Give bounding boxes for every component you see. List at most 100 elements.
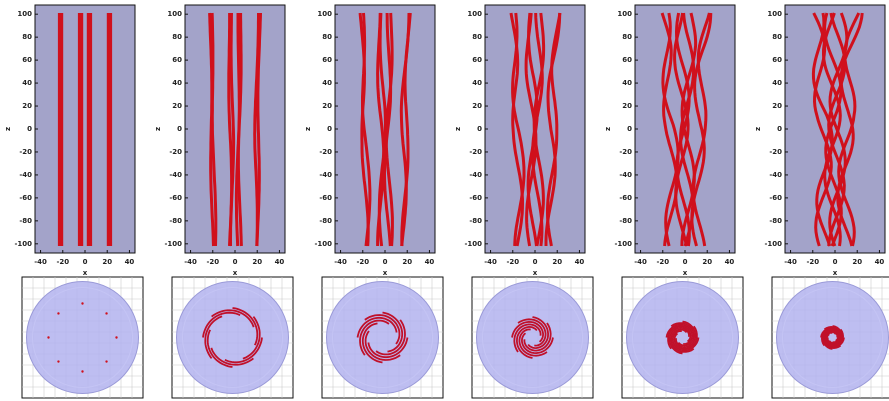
x-tick-label: 40 [725,258,735,266]
z-tick-label: -100 [614,240,632,248]
z-tick-label: 60 [172,56,182,64]
x-tick-label: -20 [206,258,219,266]
z-tick-label: 40 [472,79,482,87]
z-tick-label: -60 [769,194,782,202]
strand-dot [105,312,107,314]
x-tick-label: -40 [484,258,497,266]
z-tick-label: -40 [769,171,782,179]
x-tick-label: 20 [102,258,112,266]
z-tick-label: -80 [469,217,482,225]
z-tick-label: -60 [319,194,332,202]
z-tick-label: 0 [177,125,182,133]
z-tick-label: 80 [22,33,32,41]
z-tick-label: 80 [472,33,482,41]
z-tick-label: -40 [19,171,32,179]
z-tick-label: 20 [472,102,482,110]
z-tick-label: -80 [169,217,182,225]
disk [477,282,589,394]
z-tick-label: -40 [319,171,332,179]
z-tick-label: 0 [627,125,632,133]
x-tick-label: 0 [383,258,388,266]
plot-area [185,5,285,253]
strand-dot [115,336,117,338]
x-tick-label: 20 [852,258,862,266]
plot-area [35,5,135,253]
strand-dot [81,302,83,304]
z-tick-label: -60 [19,194,32,202]
strand-dot [47,336,49,338]
z-tick-label: -40 [469,171,482,179]
x-axis-label: x [833,269,838,277]
z-tick-label: -80 [619,217,632,225]
x-tick-label: 0 [683,258,688,266]
disk [27,282,139,394]
z-axis-label: z [454,127,462,131]
z-tick-label: 0 [327,125,332,133]
x-axis-label: x [533,269,538,277]
z-tick-label: 80 [322,33,332,41]
x-axis-label: x [683,269,688,277]
x-tick-label: 20 [702,258,712,266]
z-tick-label: -100 [164,240,182,248]
strand-dot [57,360,59,362]
z-tick-label: 100 [767,10,782,18]
z-tick-label: 80 [622,33,632,41]
x-tick-label: 0 [233,258,238,266]
x-tick-label: -40 [634,258,647,266]
x-tick-label: 40 [275,258,285,266]
z-tick-label: -20 [619,148,632,156]
x-tick-label: 0 [833,258,838,266]
x-tick-label: -40 [784,258,797,266]
z-tick-label: 80 [772,33,782,41]
disk [327,282,439,394]
z-axis-label: z [604,127,612,131]
z-tick-label: 100 [617,10,632,18]
z-tick-label: -80 [769,217,782,225]
z-tick-label: -20 [469,148,482,156]
x-tick-label: -20 [356,258,369,266]
x-tick-label: 40 [875,258,885,266]
z-tick-label: -100 [314,240,332,248]
strand-dot [81,370,83,372]
z-tick-label: -80 [19,217,32,225]
z-tick-label: 20 [772,102,782,110]
z-tick-label: 60 [622,56,632,64]
strand-dot [105,360,107,362]
z-tick-label: -40 [619,171,632,179]
z-tick-label: -100 [764,240,782,248]
x-tick-label: 0 [83,258,88,266]
z-tick-label: 60 [22,56,32,64]
z-tick-label: 40 [322,79,332,87]
x-tick-label: -40 [334,258,347,266]
z-tick-label: -20 [319,148,332,156]
x-tick-label: 20 [402,258,412,266]
disk [627,282,739,394]
x-tick-label: -20 [56,258,69,266]
x-tick-label: -40 [34,258,47,266]
z-tick-label: -100 [464,240,482,248]
z-axis-label: z [154,127,162,131]
z-tick-label: -60 [469,194,482,202]
x-tick-label: -20 [806,258,819,266]
strand-dot [57,312,59,314]
z-tick-label: -40 [169,171,182,179]
z-tick-label: -80 [319,217,332,225]
x-axis-label: x [83,269,88,277]
z-tick-label: 60 [772,56,782,64]
z-tick-label: 20 [322,102,332,110]
z-tick-label: 20 [172,102,182,110]
z-tick-label: 100 [167,10,182,18]
z-tick-label: 100 [317,10,332,18]
disk [777,282,889,394]
x-tick-label: 0 [533,258,538,266]
z-axis-label: z [754,127,762,131]
figure: -100 -80 -60 -40 -20 0 20 40 60 80 100 -40 -20 0 20 40 x… [0,0,889,401]
z-tick-label: 40 [172,79,182,87]
z-axis-label: z [304,127,312,131]
z-axis-label: z [4,127,12,131]
x-tick-label: -40 [184,258,197,266]
z-tick-label: 80 [172,33,182,41]
z-tick-label: -60 [169,194,182,202]
z-tick-label: -20 [769,148,782,156]
z-tick-label: 0 [27,125,32,133]
